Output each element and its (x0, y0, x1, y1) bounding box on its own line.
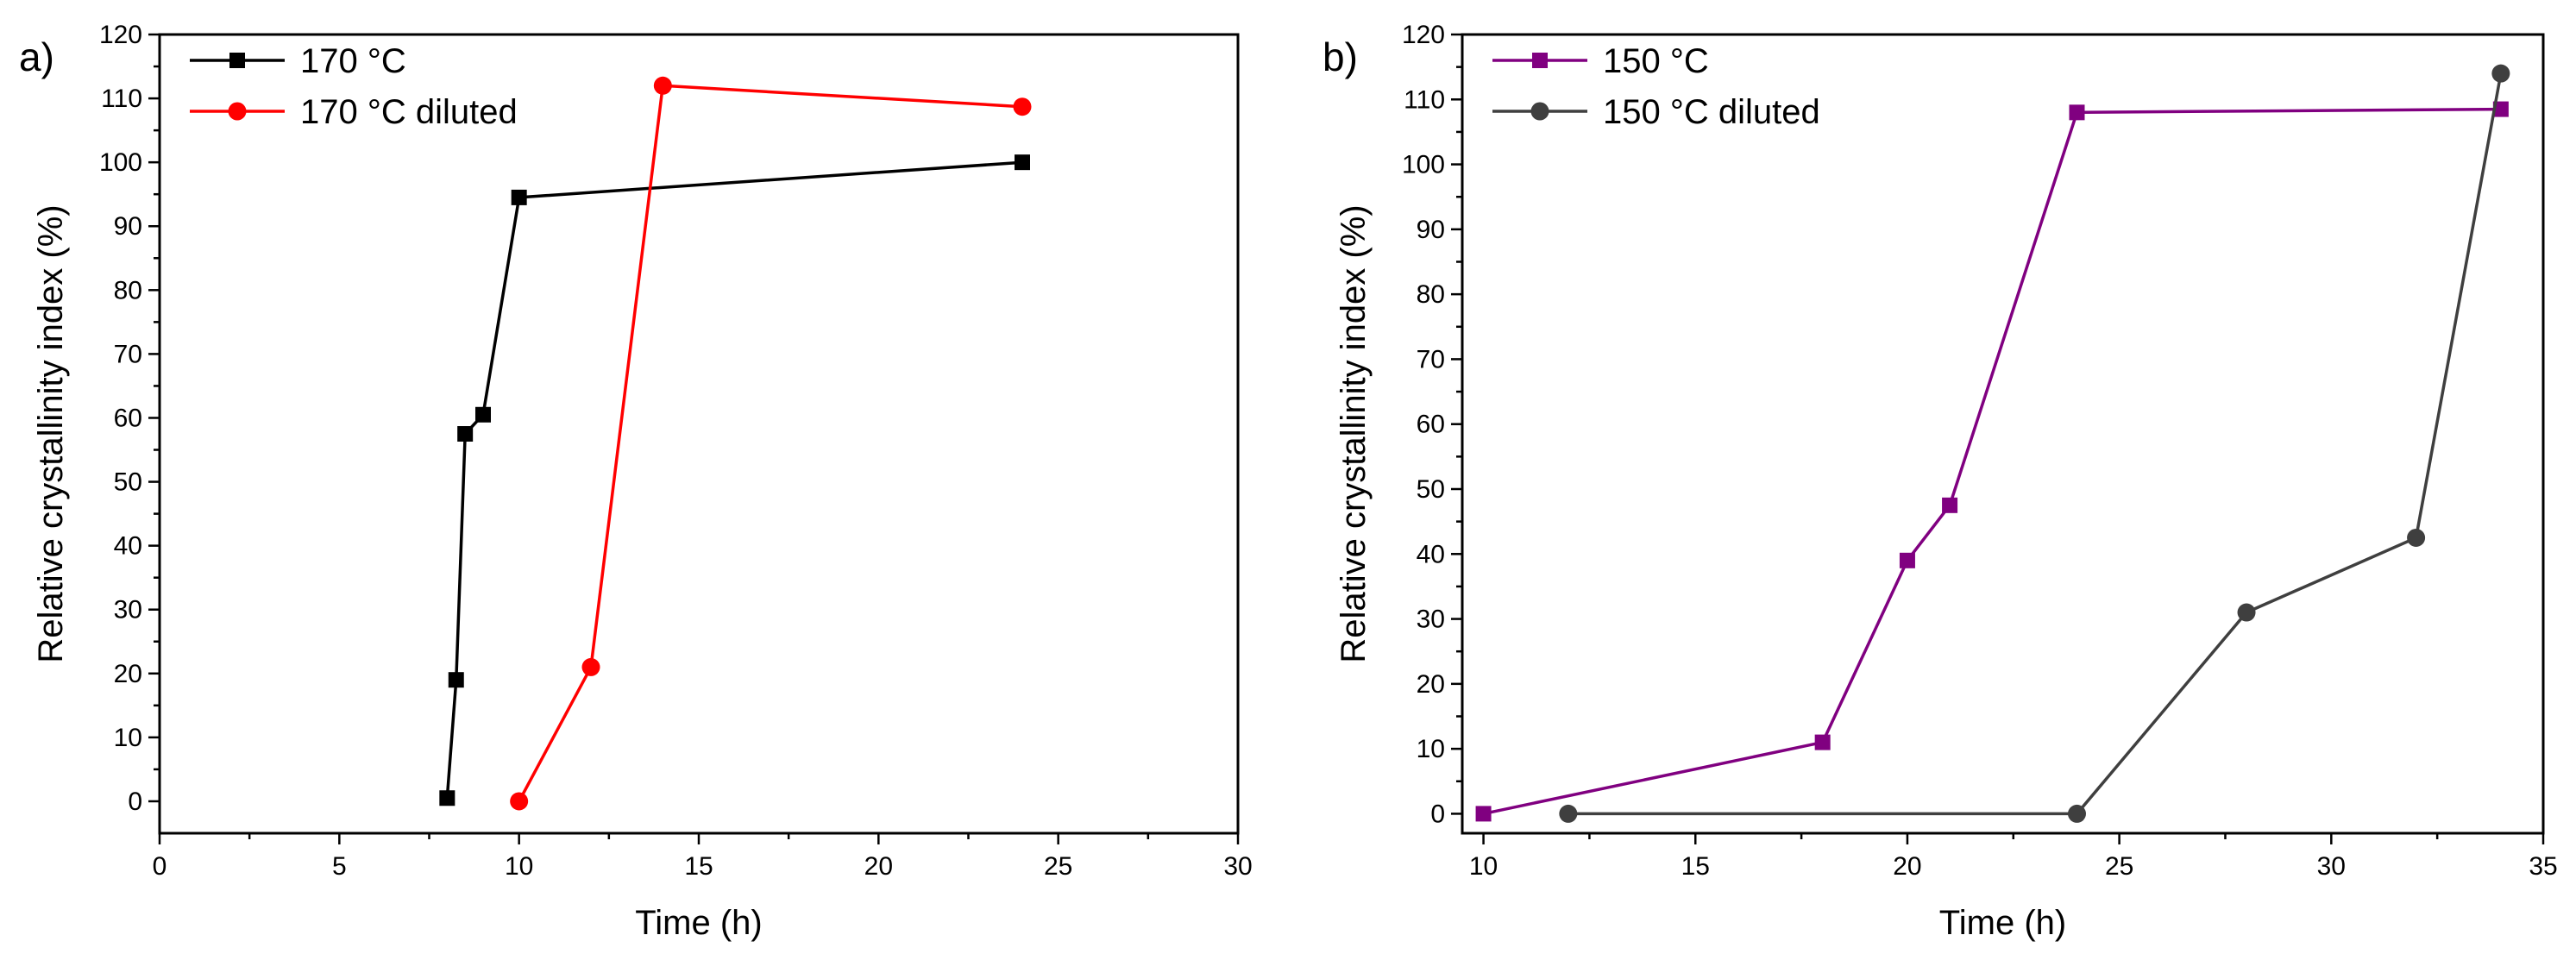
x-tick-label: 0 (153, 852, 167, 881)
data-point (448, 672, 464, 688)
x-tick-label: 10 (1469, 852, 1498, 881)
data-point (653, 76, 672, 95)
y-axis-title: Relative crystallinity index (%) (32, 204, 70, 662)
data-point (2067, 804, 2086, 823)
y-tick-label: 50 (1417, 475, 1445, 504)
y-tick-label: 110 (101, 85, 142, 113)
y-tick-label: 90 (114, 212, 142, 241)
data-point (1814, 734, 1831, 750)
y-tick-label: 40 (114, 532, 142, 561)
panel-a: 0 5 10 15 20 25 30 0 10 20 30 40 50 60 70 80 90 100 110 120… (19, 21, 1253, 942)
series-1 (1559, 64, 2510, 823)
legend-marker (1530, 102, 1549, 121)
x-tick-label: 30 (2317, 852, 2346, 881)
y-tick-label: 50 (114, 468, 142, 497)
legend-label: 170 °C diluted (300, 93, 518, 131)
x-axis-title: Time (h) (635, 904, 762, 942)
series-1 (510, 76, 1032, 811)
legend-label: 150 °C diluted (1603, 93, 1820, 131)
x-tick-label: 5 (332, 852, 347, 881)
x-tick-label: 35 (2529, 852, 2557, 881)
x-tick-label: 25 (1044, 852, 1072, 881)
y-tick-label: 0 (1430, 800, 1445, 828)
y-tick-label: 100 (99, 148, 142, 177)
x-tick-label: 15 (684, 852, 713, 881)
x-tick-label: 20 (1893, 852, 1921, 881)
series-line (1483, 107, 2501, 816)
data-point (1015, 154, 1030, 171)
data-point (1475, 806, 1492, 822)
x-axis-title: Time (h) (1939, 904, 2066, 942)
y-tick-label: 70 (1417, 345, 1445, 373)
y-tick-label: 60 (114, 404, 142, 432)
y-tick-label: 30 (114, 596, 142, 624)
y-tick-label: 90 (1417, 216, 1445, 244)
data-point (2491, 64, 2510, 83)
x-tick-label: 10 (505, 852, 533, 881)
data-point (511, 189, 527, 205)
legend-label: 170 °C (300, 42, 406, 80)
legend-label: 150 °C (1603, 42, 1709, 80)
y-tick-label: 10 (114, 724, 142, 752)
data-point (510, 792, 529, 811)
plot-frame (158, 33, 1240, 835)
data-point (2069, 104, 2085, 121)
panel-label: b) (1323, 35, 1358, 79)
data-point (439, 790, 456, 806)
panel-b: 10 15 20 25 30 35 0 10 20 30 40 50 60 70 80 90 100 110 120… (1323, 21, 2558, 942)
legend-entry: 170 °C diluted (190, 93, 518, 131)
series-line (445, 160, 1023, 799)
data-point (1013, 97, 1032, 116)
y-tick-label: 20 (114, 660, 142, 688)
data-point (1899, 552, 1915, 568)
y-tick-label: 100 (1402, 151, 1445, 179)
y-tick-label: 60 (1417, 411, 1445, 439)
y-tick-label: 80 (1417, 280, 1445, 309)
series-line (518, 84, 1023, 802)
y-tick-label: 70 (114, 340, 142, 368)
y-tick-label: 0 (128, 788, 142, 816)
series-0 (1475, 101, 2509, 822)
y-tick-label: 30 (1417, 606, 1445, 634)
data-point (1559, 804, 1578, 823)
data-point (2237, 603, 2256, 622)
y-tick-label: 120 (99, 21, 142, 49)
legend-entry: 170 °C (190, 42, 406, 80)
data-point (457, 426, 474, 442)
y-tick-label: 10 (1417, 735, 1445, 763)
legend-marker (228, 102, 247, 121)
y-tick-label: 20 (1417, 670, 1445, 699)
plot-frame (1461, 33, 2545, 835)
data-point (475, 406, 491, 423)
x-tick-label: 30 (1223, 852, 1252, 881)
panel-label: a) (19, 35, 54, 79)
legend-marker (1532, 53, 1548, 68)
legend-marker (229, 53, 245, 68)
data-point (2492, 101, 2509, 117)
x-tick-label: 25 (2105, 852, 2133, 881)
data-point (2407, 528, 2426, 547)
y-tick-label: 120 (1402, 21, 1445, 49)
series-0 (439, 154, 1030, 806)
y-tick-label: 110 (1404, 85, 1445, 114)
data-point (581, 657, 600, 676)
y-tick-label: 40 (1417, 540, 1445, 568)
legend-entry: 150 °C (1492, 42, 1709, 80)
x-tick-label: 15 (1681, 852, 1710, 881)
series-line (1568, 72, 2503, 816)
x-tick-label: 20 (864, 852, 893, 881)
data-point (1942, 497, 1958, 513)
y-axis-title: Relative crystallinity index (%) (1335, 204, 1373, 662)
y-tick-label: 80 (114, 276, 142, 304)
legend-entry: 150 °C diluted (1492, 93, 1820, 131)
